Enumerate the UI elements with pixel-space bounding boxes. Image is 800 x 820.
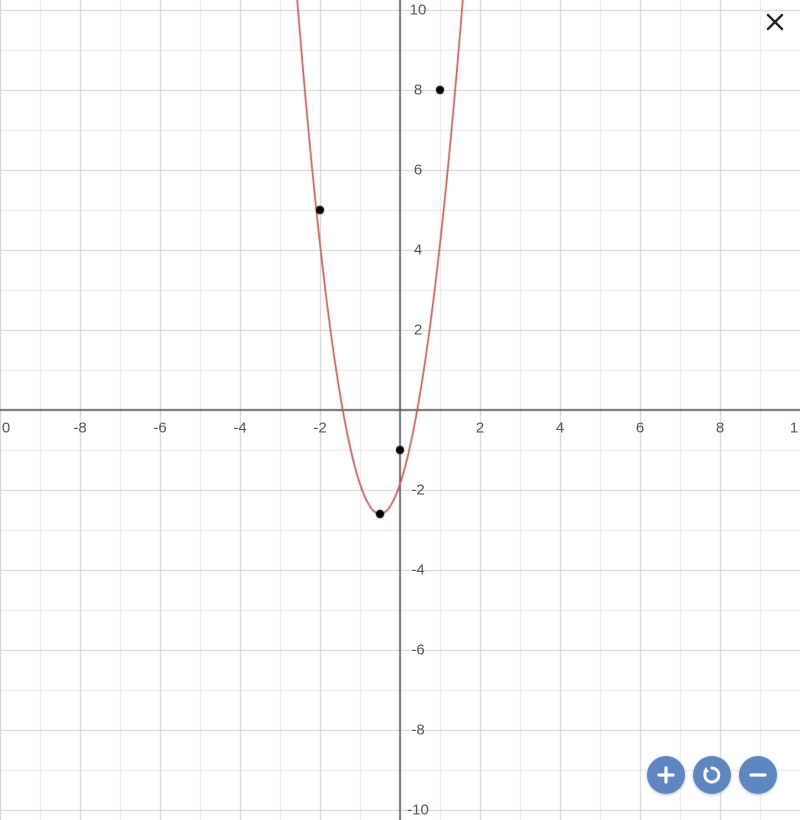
axis-tick-label: 2 [476,420,484,437]
plus-icon [655,764,677,786]
axis-tick-label: 4 [414,242,422,259]
axis-tick-label: 8 [414,82,422,99]
axis-tick-label: -4 [411,562,424,579]
axis-tick-label: 4 [556,420,564,437]
reset-button[interactable] [693,756,731,794]
axis-tick-label: -10 [407,802,429,819]
axis-tick-label: 2 [414,322,422,339]
refresh-icon [701,764,723,786]
axis-tick-label: -2 [313,420,326,437]
close-icon[interactable] [760,7,790,37]
axis-tick-label: 0 [2,420,10,437]
axis-tick-label: 10 [410,2,427,19]
coordinate-plane [0,0,800,820]
axis-tick-label: -6 [153,420,166,437]
axis-tick-label: -4 [233,420,246,437]
axis-tick-label: 6 [636,420,644,437]
zoom-in-button[interactable] [647,756,685,794]
axis-tick-label: 8 [716,420,724,437]
axis-tick-label: 6 [414,162,422,179]
axis-tick-label: -8 [411,722,424,739]
minus-icon [747,764,769,786]
zoom-out-button[interactable] [739,756,777,794]
axis-tick-label: 1 [790,420,798,437]
axis-tick-label: -8 [73,420,86,437]
axis-tick-label: -6 [411,642,424,659]
axis-tick-label: -2 [411,482,424,499]
